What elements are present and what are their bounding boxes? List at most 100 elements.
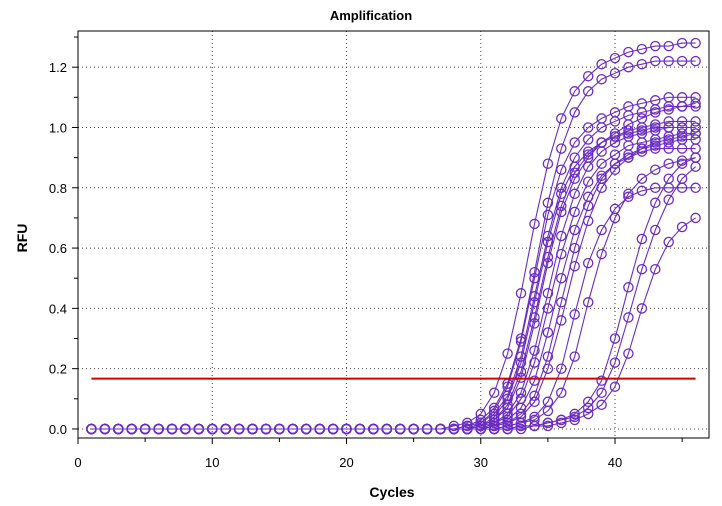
data-point (556, 206, 567, 218)
data-point (650, 137, 661, 148)
data-point (475, 420, 487, 432)
data-point (582, 134, 594, 145)
data-point (569, 414, 580, 426)
data-point (139, 423, 151, 435)
data-point (623, 46, 634, 58)
data-point (582, 86, 594, 97)
data-point (663, 137, 674, 148)
data-point (462, 423, 473, 435)
series-line (91, 102, 696, 430)
plot-frame (77, 30, 710, 439)
data-point (542, 209, 554, 221)
data-point (609, 137, 621, 148)
series-line (91, 217, 696, 430)
data-point (636, 263, 648, 275)
data-point (368, 423, 379, 435)
data-point (609, 357, 621, 368)
x-tick-label: 40 (608, 455, 622, 470)
data-point (556, 113, 567, 124)
data-point (582, 396, 594, 408)
data-point (582, 257, 594, 269)
data-point (542, 417, 554, 429)
y-tick-label: 0.2 (49, 362, 67, 377)
data-point (676, 116, 688, 127)
data-point (690, 128, 701, 139)
data-point (596, 399, 607, 411)
data-point (596, 224, 607, 236)
data-point (314, 423, 325, 435)
data-point (435, 423, 446, 435)
data-point (582, 70, 594, 82)
data-point (556, 387, 567, 399)
data-point (421, 423, 433, 435)
data-point (650, 107, 661, 118)
series-curve (86, 152, 701, 435)
data-point (448, 423, 460, 435)
data-point (582, 122, 594, 133)
data-point (582, 161, 594, 172)
data-point (502, 417, 513, 429)
data-point (623, 125, 634, 136)
data-point (569, 206, 580, 218)
data-point (650, 182, 661, 194)
data-point (650, 122, 661, 133)
data-point (569, 86, 580, 97)
data-point (582, 408, 594, 420)
data-point (542, 303, 554, 314)
data-point (529, 414, 540, 426)
data-point (300, 423, 312, 435)
data-point (220, 423, 231, 435)
data-point (475, 423, 487, 435)
data-point (542, 351, 554, 362)
data-point (515, 417, 527, 429)
data-point (582, 297, 594, 308)
data-point (623, 61, 634, 73)
data-point (690, 37, 701, 49)
data-point (676, 37, 688, 49)
data-point (663, 131, 674, 142)
data-point (690, 55, 701, 67)
data-point (609, 116, 621, 127)
series-curve (86, 92, 701, 435)
x-tick-label: 10 (205, 455, 219, 470)
data-point (394, 423, 406, 435)
data-point (596, 248, 607, 260)
data-point (341, 423, 352, 435)
data-point (582, 402, 594, 414)
x-tick-label: 20 (339, 455, 353, 470)
data-point (529, 345, 540, 356)
series-curve (86, 161, 701, 435)
series-curve (86, 128, 701, 435)
data-point (690, 98, 701, 109)
data-point (596, 73, 607, 85)
data-point (488, 423, 500, 435)
data-point (636, 143, 648, 154)
series-curve (86, 152, 701, 435)
data-point (623, 282, 634, 293)
data-point (650, 164, 661, 175)
data-point (676, 173, 688, 184)
data-point (636, 113, 648, 124)
series-line (91, 157, 696, 430)
y-tick-label: 0.4 (49, 301, 67, 316)
data-point (676, 134, 688, 145)
data-point (636, 233, 648, 245)
data-point (529, 396, 540, 408)
data-point (636, 125, 648, 136)
data-point (233, 423, 245, 435)
data-point (609, 164, 621, 175)
data-point (542, 363, 554, 374)
data-point (690, 116, 701, 127)
data-point (596, 170, 607, 181)
data-point (462, 417, 473, 429)
data-point (542, 158, 554, 169)
data-point (488, 417, 500, 429)
data-point (542, 197, 554, 209)
data-point (569, 242, 580, 254)
data-point (556, 182, 567, 194)
y-tick-label: 1.2 (49, 60, 67, 75)
data-point (569, 224, 580, 236)
data-point (448, 420, 460, 432)
data-point (99, 423, 111, 435)
